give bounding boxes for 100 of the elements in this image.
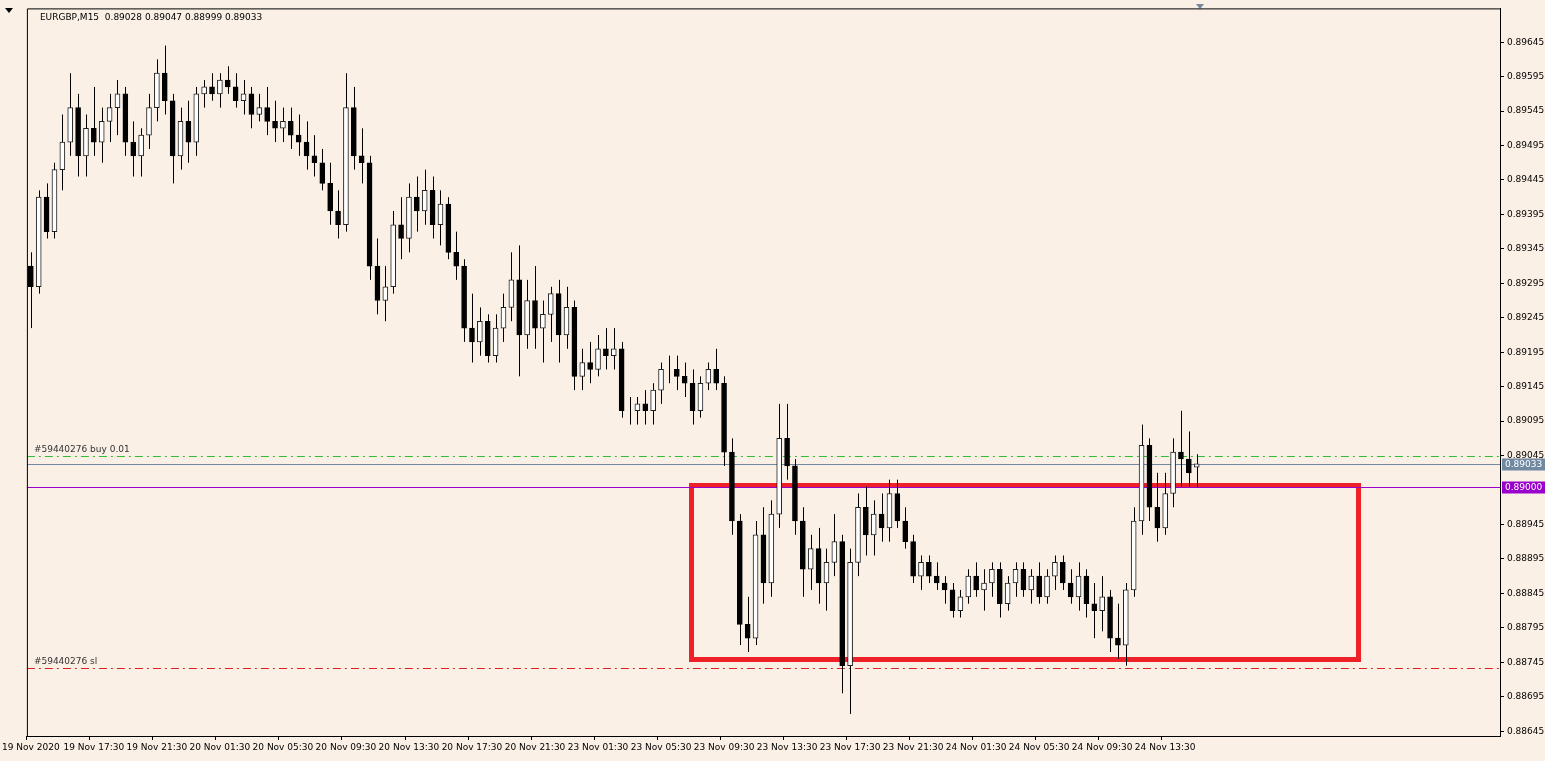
candlestick [965,568,972,605]
ref-line-label: #59440276 sl [33,656,98,667]
y-tick-label: 0.89095 [1507,415,1545,426]
candlestick [1186,430,1192,488]
candlestick [319,148,326,191]
x-tick-label: 23 Nov 01:30 [567,741,629,752]
y-tick-label: 0.88645 [1507,725,1545,736]
candlestick [224,65,231,95]
x-tick-label: 23 Nov 17:30 [819,741,881,752]
candlestick [705,362,712,391]
y-tick-label: 0.88895 [1507,553,1545,564]
y-tick-label: 0.88945 [1507,518,1545,529]
x-tick-label: 24 Nov 09:30 [1071,741,1133,752]
x-tick-label: 20 Nov 05:30 [252,741,314,752]
candlestick [1178,410,1184,488]
y-tick-label: 0.89545 [1507,105,1545,116]
candlestick [264,86,270,136]
candlestick [209,72,215,102]
candlestick [453,231,460,281]
candlestick [421,169,428,226]
candlestick [272,100,278,143]
x-tick-label: 20 Nov 01:30 [189,741,251,752]
candlestick [1115,603,1121,660]
candlestick [1036,561,1042,605]
candlestick [650,382,656,426]
y-tick-label: 0.89145 [1507,381,1545,392]
x-tick-label: 19 Nov 21:30 [126,741,188,752]
candlestick [295,114,302,157]
y-tick-label: 0.89495 [1507,139,1545,150]
candlestick [870,499,877,556]
y-tick-label: 0.88745 [1507,656,1545,667]
candlestick [547,286,554,343]
x-tick-label: 20 Nov 17:30 [441,741,503,752]
candlestick [256,93,263,122]
x-tick-label: 24 Nov 05:30 [1008,741,1070,752]
candlestick [398,196,404,260]
candlestick [1028,568,1035,605]
candlestick [280,107,286,143]
ref-line-label: #59440276 buy 0.01 [33,444,130,455]
candlestick [642,389,649,426]
candlestick [933,561,940,591]
candlestick [414,176,420,233]
candlestick [744,596,751,653]
candlestick [587,341,593,384]
x-tick-label: 24 Nov 13:30 [1134,741,1196,752]
candlestick [973,561,979,598]
candlestick [1154,472,1161,543]
y-tick-label: 0.88845 [1507,587,1545,598]
y-tick-label: 0.89395 [1507,208,1545,219]
y-tick-label: 0.89195 [1507,346,1545,357]
y-tick-label: 0.89295 [1507,277,1545,288]
candlestick [98,107,105,164]
y-tick-label: 0.89345 [1507,243,1545,254]
x-tick-label: 24 Nov 01:30 [945,741,1007,752]
candlestick [807,534,814,591]
x-tick-label: 23 Nov 21:30 [882,741,944,752]
x-tick-label: 20 Nov 09:30 [315,741,377,752]
candlestick [989,561,995,598]
y-tick-label: 0.88695 [1507,691,1545,702]
candlestick [382,265,389,322]
candlestick [1193,453,1200,488]
candlestick [201,79,207,109]
y-tick-label: 0.89445 [1507,174,1545,185]
candlestick [287,107,294,150]
candlestick [469,293,475,364]
x-tick-label: 23 Nov 05:30 [630,741,692,752]
candlestick [91,86,97,157]
candlestick [681,362,688,398]
x-tick-label: 23 Nov 13:30 [756,741,818,752]
ref-line-label: 0.89000 [1505,481,1543,492]
candlestick [1067,568,1074,605]
y-tick-label: 0.89595 [1507,70,1545,81]
candlestick [1059,554,1066,591]
candlestick [1099,575,1106,632]
candlestick [918,554,924,591]
candlestick [130,120,137,178]
candlestick [603,327,609,370]
candlestick [358,127,365,184]
candlestick [335,189,341,240]
x-tick-label: 23 Nov 09:30 [693,741,755,752]
candlestick [713,348,720,391]
candlestick [477,306,483,357]
candlestick [658,362,664,405]
x-tick-label: 20 Nov 13:30 [378,741,440,752]
candlestick [926,554,932,584]
x-tick-label: 20 Nov 21:30 [504,741,566,752]
chart-title: EURGBP,M15 0.89028 0.89047 0.88999 0.89033 [39,11,263,22]
y-tick-label: 0.89045 [1507,449,1545,460]
candlestick [540,300,546,364]
candlestick [1052,554,1058,591]
ref-line-label: 0.89033 [1505,458,1543,469]
candlestick [610,327,617,370]
candlestick [1091,582,1098,639]
candlestick [595,334,601,377]
candlestick [579,348,586,391]
candlestick [673,355,680,391]
candlestick [981,568,987,612]
x-tick-label: 19 Nov 2020 [2,741,60,752]
y-tick-label: 0.89645 [1507,36,1545,47]
candlestick [902,506,909,550]
